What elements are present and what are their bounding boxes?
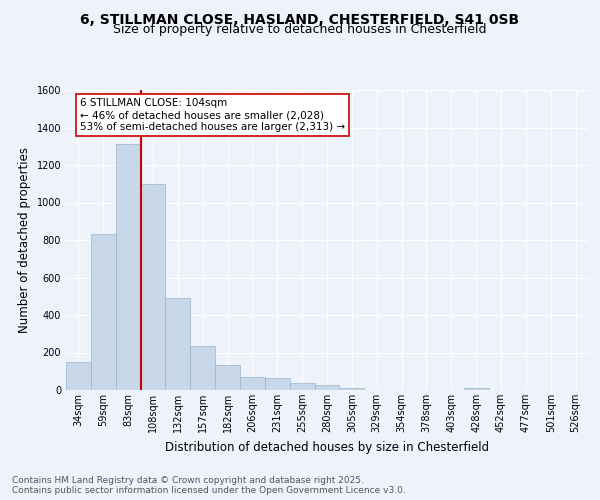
Bar (91, 234, 116, 390)
Bar (290, 383, 314, 390)
Bar (340, 388, 364, 390)
Bar (240, 377, 265, 390)
Bar (116, 144, 140, 390)
Text: Contains public sector information licensed under the Open Government Licence v3: Contains public sector information licen… (12, 486, 406, 495)
Bar (140, 184, 166, 390)
Bar (314, 386, 340, 390)
Bar (190, 346, 215, 390)
Bar (166, 298, 190, 390)
Text: 6, STILLMAN CLOSE, HASLAND, CHESTERFIELD, S41 0SB: 6, STILLMAN CLOSE, HASLAND, CHESTERFIELD… (80, 12, 520, 26)
Text: Contains HM Land Registry data © Crown copyright and database right 2025.: Contains HM Land Registry data © Crown c… (12, 476, 364, 485)
Text: Size of property relative to detached houses in Chesterfield: Size of property relative to detached ho… (113, 24, 487, 36)
Bar (215, 364, 240, 390)
Bar (66, 362, 91, 390)
X-axis label: Distribution of detached houses by size in Chesterfield: Distribution of detached houses by size … (165, 440, 489, 454)
Bar (265, 378, 290, 390)
Y-axis label: Number of detached properties: Number of detached properties (18, 147, 31, 333)
Bar (464, 388, 488, 390)
Text: 6 STILLMAN CLOSE: 104sqm
← 46% of detached houses are smaller (2,028)
53% of sem: 6 STILLMAN CLOSE: 104sqm ← 46% of detach… (80, 98, 345, 132)
